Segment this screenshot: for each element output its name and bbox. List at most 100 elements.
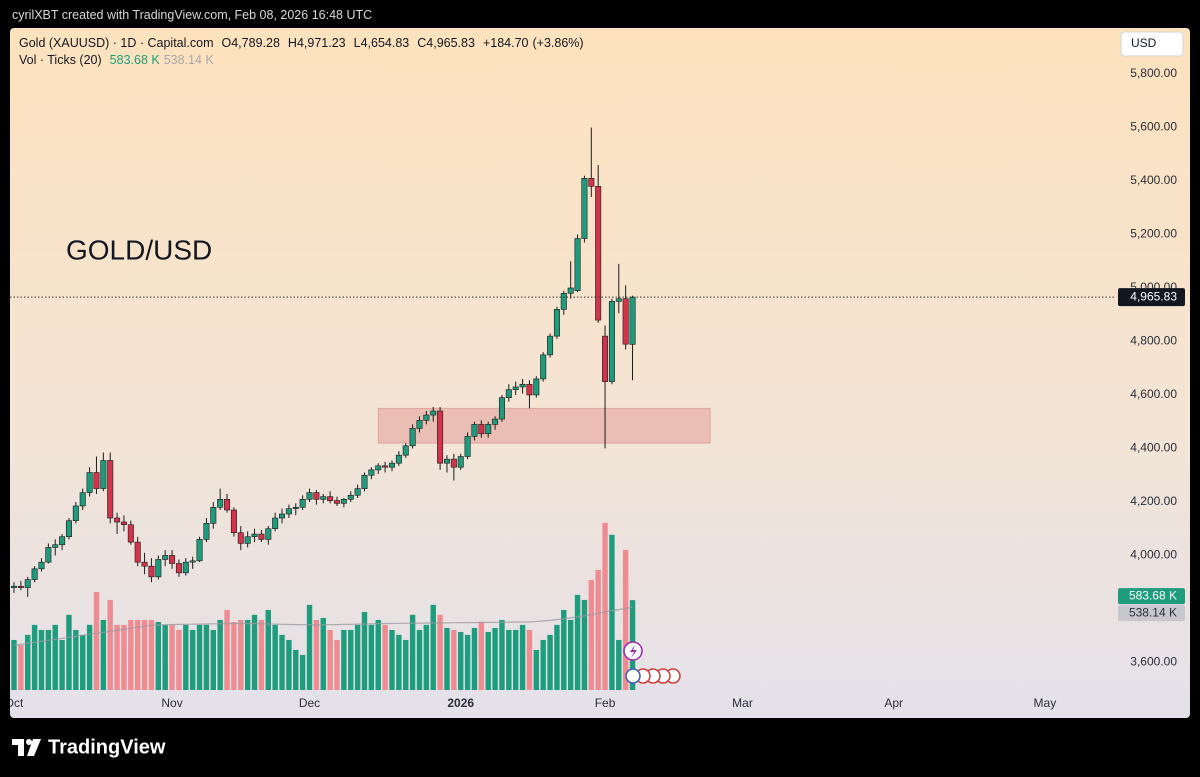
volume-bar bbox=[217, 619, 223, 690]
candle-body bbox=[354, 488, 361, 496]
candle-body bbox=[237, 532, 244, 544]
icon bbox=[630, 645, 637, 658]
volume-bar bbox=[334, 639, 340, 690]
candle-body bbox=[38, 561, 45, 570]
candle-body bbox=[244, 536, 251, 544]
candle-body bbox=[279, 513, 286, 519]
volume-bar bbox=[11, 639, 17, 690]
candle-body bbox=[340, 498, 347, 504]
candle-body bbox=[10, 585, 17, 588]
candle-body bbox=[45, 547, 52, 563]
logo-mark bbox=[26, 739, 32, 745]
volume-bar bbox=[155, 621, 162, 690]
volume-bar bbox=[38, 629, 45, 690]
volume-bar bbox=[602, 522, 608, 690]
volume-bar bbox=[519, 624, 526, 690]
candle-body bbox=[423, 414, 430, 421]
volume-value: 583.68 K bbox=[109, 53, 160, 67]
candle-body bbox=[196, 539, 203, 562]
candle-body bbox=[526, 383, 533, 396]
volume-bar bbox=[409, 614, 416, 690]
y-tick-label: 4,200.00 bbox=[1130, 494, 1177, 508]
ohlc-key: L bbox=[353, 36, 361, 50]
x-tick-label: Apr bbox=[884, 696, 903, 710]
currency-button[interactable] bbox=[1120, 31, 1184, 57]
candle-body bbox=[182, 561, 189, 574]
candle-body bbox=[498, 397, 505, 420]
volume-bar bbox=[258, 619, 265, 690]
candle-body bbox=[17, 585, 24, 588]
candle-body bbox=[347, 494, 354, 500]
symbol-title: Gold (XAUUSD) · 1D · Capital.com bbox=[19, 36, 214, 50]
y-tick-label: 4,000.00 bbox=[1130, 548, 1177, 562]
volume-bar bbox=[169, 624, 175, 690]
candle-body bbox=[251, 533, 258, 538]
y-tick-label: 5,800.00 bbox=[1130, 66, 1177, 80]
volume-bar bbox=[382, 624, 388, 690]
volume-bar bbox=[31, 624, 38, 690]
volume-bar bbox=[189, 629, 196, 690]
candle-body bbox=[272, 517, 279, 530]
volume-bar bbox=[567, 619, 574, 690]
volume-bar bbox=[313, 619, 320, 690]
candle-body bbox=[327, 496, 334, 501]
logo-mark bbox=[27, 739, 41, 756]
volume-bar bbox=[561, 609, 567, 690]
volume-bar bbox=[396, 634, 402, 690]
volume-bar bbox=[45, 629, 52, 690]
change-pct: (+3.86%) bbox=[532, 36, 584, 50]
volume-bar bbox=[66, 614, 72, 690]
candle-body bbox=[169, 555, 176, 564]
candle-body bbox=[512, 386, 519, 390]
y-tick-label: 5,400.00 bbox=[1130, 173, 1177, 187]
volume-bar bbox=[203, 624, 210, 690]
volume-bar bbox=[121, 624, 127, 690]
candle-body bbox=[505, 389, 512, 398]
volume-bar bbox=[622, 549, 629, 690]
volume-bar bbox=[341, 629, 347, 690]
ohlc-value: 4,971.23 bbox=[296, 36, 346, 50]
volume-bar bbox=[59, 639, 65, 690]
volume-bar bbox=[375, 619, 381, 690]
candle-body bbox=[588, 178, 595, 187]
candle-body bbox=[265, 528, 272, 540]
volume-bar bbox=[18, 644, 24, 690]
candle-body bbox=[189, 560, 196, 563]
volume-bar bbox=[279, 634, 285, 690]
volume-bar bbox=[134, 619, 141, 690]
candle-body bbox=[492, 418, 499, 425]
volume-bar bbox=[224, 609, 230, 690]
candle-body bbox=[560, 293, 567, 310]
volume-bar bbox=[73, 629, 79, 690]
candle-body bbox=[100, 460, 107, 489]
candle-body bbox=[416, 420, 423, 429]
candle-body bbox=[533, 378, 540, 396]
annotation: GOLD/USD bbox=[66, 234, 212, 265]
x-tick-label: 2026 bbox=[447, 696, 474, 710]
volume-title: Vol · Ticks (20) bbox=[19, 53, 102, 67]
x-tick-label: May bbox=[1034, 696, 1057, 710]
candle-body bbox=[595, 186, 602, 321]
volume-bar bbox=[368, 624, 375, 690]
volume-bar bbox=[52, 624, 58, 690]
candle-body bbox=[457, 456, 464, 468]
x-tick-label: Mar bbox=[732, 696, 753, 710]
candle-body bbox=[258, 533, 265, 540]
x-tick-label: Oct bbox=[5, 696, 24, 710]
volume-bar bbox=[423, 624, 430, 690]
volume-bar bbox=[80, 634, 86, 690]
candle-body bbox=[107, 460, 114, 519]
candle-body bbox=[334, 500, 341, 504]
volume-bar bbox=[499, 619, 505, 690]
volume-bar bbox=[403, 639, 409, 690]
volume-bar bbox=[485, 631, 491, 690]
volume-last-box bbox=[1118, 588, 1185, 605]
ohlc-key: C bbox=[417, 36, 427, 50]
candle-body bbox=[409, 428, 416, 447]
volume-bar bbox=[506, 629, 512, 690]
credit: cyrilXBT created with TradingView.com, F… bbox=[12, 8, 373, 22]
candle-body bbox=[306, 492, 313, 500]
volume-bar bbox=[100, 619, 107, 690]
candle-body bbox=[224, 498, 231, 511]
candle-body bbox=[402, 445, 409, 456]
